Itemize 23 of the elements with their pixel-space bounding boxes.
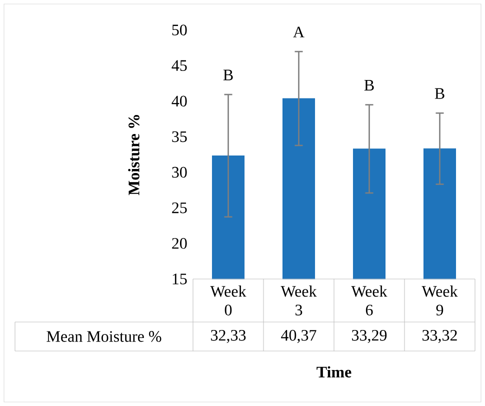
data-label: 33,29	[352, 330, 387, 344]
y-tick-label: 20	[172, 238, 187, 249]
y-tick-label: 45	[172, 60, 187, 71]
data-label: 40,37	[281, 330, 316, 344]
data-label: 32,33	[211, 330, 246, 344]
x-tick-label: Week 6	[351, 286, 388, 316]
annotation: B	[223, 70, 233, 80]
annotation: B	[364, 80, 374, 90]
y-tick-label: 40	[172, 96, 187, 107]
annotation: A	[293, 26, 304, 38]
y-tick-label: 50	[172, 24, 187, 36]
y-tick-label: 25	[172, 202, 187, 214]
x-axis-title: Time	[316, 366, 352, 378]
y-tick-label: 35	[172, 131, 187, 142]
text: Mean Moisture %	[46, 331, 162, 342]
x-tick-label: Week 3	[280, 286, 317, 316]
x-tick-label: Week 9	[422, 286, 458, 316]
y-tick-label: 15	[172, 274, 187, 284]
data-label: 33,32	[422, 330, 457, 344]
y-axis-title: Moisture %	[128, 115, 140, 196]
x-tick-label: Week 0	[210, 286, 246, 316]
y-tick-label: 30	[172, 166, 187, 178]
annotation: B	[434, 88, 444, 99]
